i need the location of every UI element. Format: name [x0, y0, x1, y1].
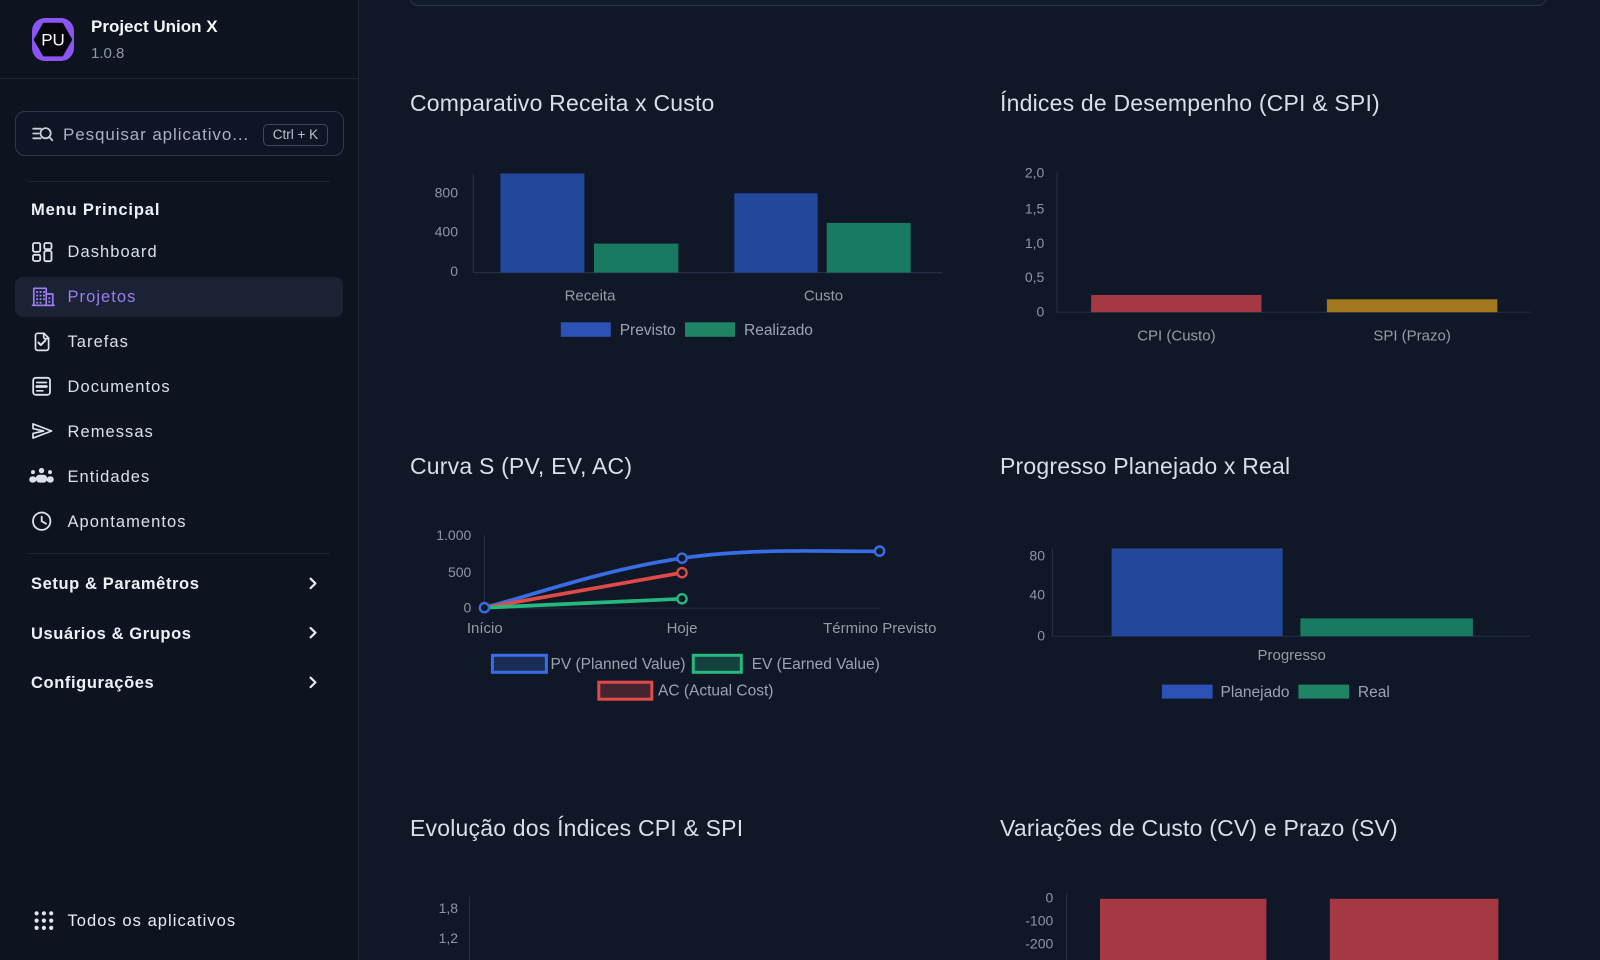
svg-text:1,5: 1,5: [1025, 201, 1045, 217]
svg-text:0,5: 0,5: [1025, 269, 1045, 285]
svg-text:Receita: Receita: [565, 288, 617, 305]
svg-text:Realizado: Realizado: [744, 322, 813, 339]
svg-text:1,8: 1,8: [439, 900, 459, 916]
svg-text:800: 800: [435, 185, 459, 201]
svg-text:EV (Earned Value): EV (Earned Value): [752, 656, 880, 673]
svg-text:Previsto: Previsto: [620, 322, 676, 339]
svg-text:Custo: Custo: [804, 288, 843, 305]
svg-text:500: 500: [448, 564, 472, 580]
svg-text:Término Previsto: Término Previsto: [823, 620, 936, 637]
svg-text:SPI (Prazo): SPI (Prazo): [1373, 328, 1451, 345]
svg-text:0: 0: [450, 263, 458, 279]
svg-text:1.000: 1.000: [436, 527, 471, 543]
svg-text:-100: -100: [1025, 913, 1053, 929]
svg-text:-200: -200: [1025, 936, 1053, 952]
svg-text:Progresso: Progresso: [1258, 647, 1326, 664]
svg-text:PV (Planned Value): PV (Planned Value): [551, 656, 686, 673]
svg-text:0: 0: [1037, 304, 1045, 320]
svg-text:80: 80: [1029, 548, 1045, 564]
svg-text:40: 40: [1029, 587, 1045, 603]
svg-text:PU: PU: [41, 30, 65, 49]
svg-text:CPI (Custo): CPI (Custo): [1137, 328, 1215, 345]
svg-text:AC (Actual Cost): AC (Actual Cost): [658, 683, 773, 700]
svg-text:Planejado: Planejado: [1221, 684, 1290, 701]
svg-text:0: 0: [464, 600, 472, 616]
svg-text:0: 0: [1046, 889, 1054, 905]
svg-text:0: 0: [1037, 627, 1045, 643]
svg-text:Hoje: Hoje: [667, 620, 698, 637]
svg-text:2,0: 2,0: [1025, 164, 1045, 180]
svg-text:400: 400: [435, 224, 459, 240]
svg-text:Real: Real: [1358, 684, 1390, 701]
svg-text:Início: Início: [467, 620, 503, 637]
svg-text:1,2: 1,2: [439, 930, 459, 946]
svg-text:1,0: 1,0: [1025, 235, 1045, 251]
